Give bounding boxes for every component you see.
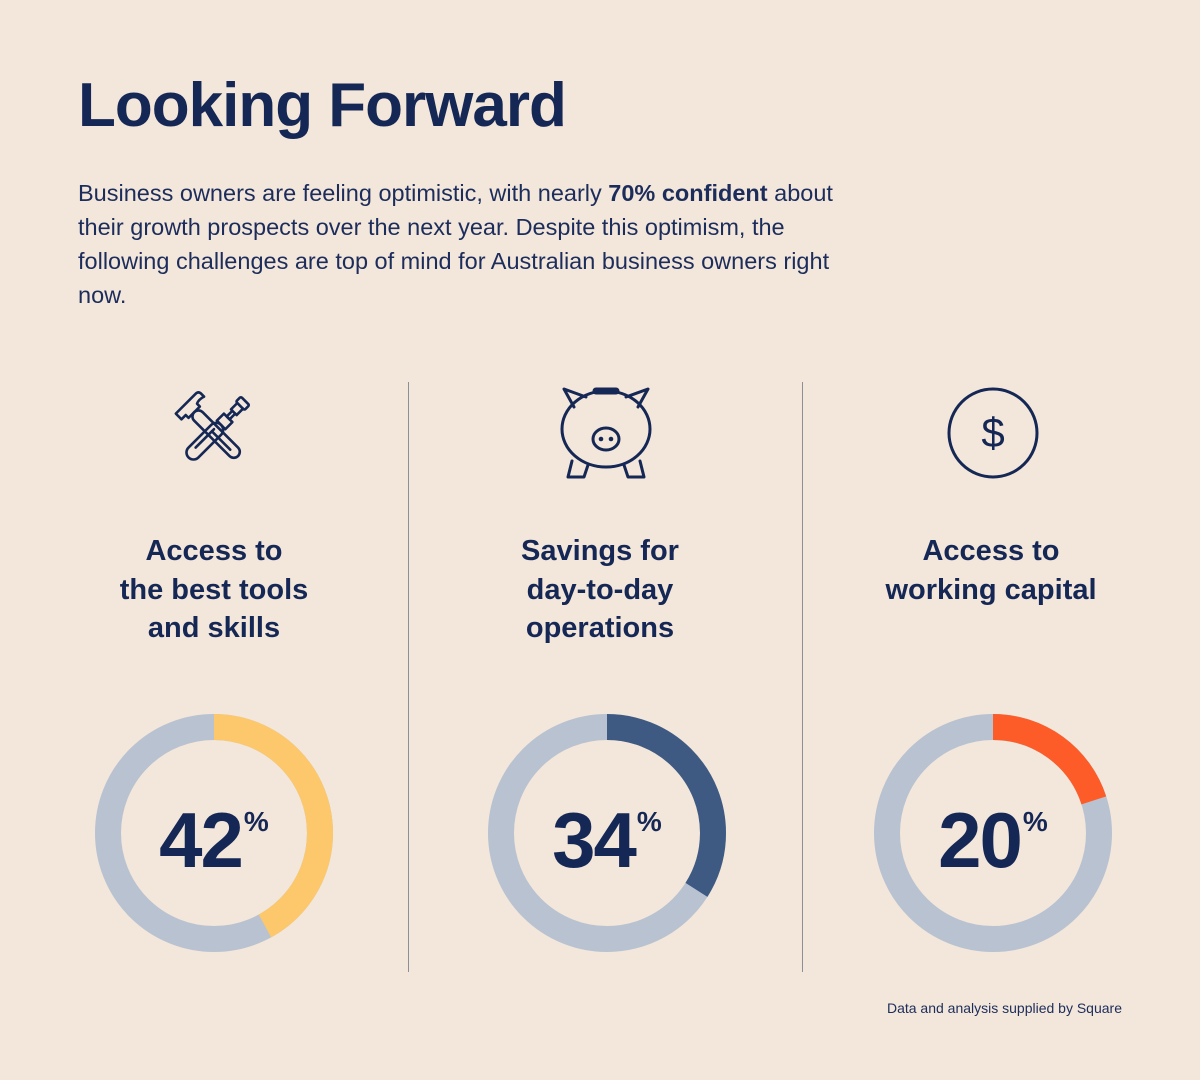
source-note: Data and analysis supplied by Square: [886, 1000, 1122, 1016]
column-divider-1: [408, 382, 409, 972]
percent-label-tools: 42%: [94, 800, 334, 880]
donut-value-arc: [488, 714, 726, 952]
column-divider-2: [802, 382, 803, 972]
svg-text:$: $: [981, 409, 1004, 456]
label-line: Access to: [922, 535, 1060, 567]
label-line: Access to: [145, 535, 283, 567]
percent-label-capital: 20%: [873, 800, 1113, 880]
stat-label-capital: Access to working capital: [841, 532, 1141, 609]
donut-chart-tools: [95, 714, 333, 952]
donut-value-arc: [95, 714, 333, 952]
label-line: operations: [525, 612, 675, 644]
percent-value: 42: [159, 796, 244, 884]
tools-icon: [174, 391, 251, 461]
percent-label-savings: 34%: [487, 800, 727, 880]
stat-label-tools: Access to the best tools and skills: [64, 532, 364, 648]
donut-value-arc: [874, 714, 1112, 952]
percent-sign: %: [636, 806, 662, 837]
label-line: day-to-day: [526, 573, 674, 606]
dollar-icon: $: [947, 387, 1039, 479]
page-title: Looking Forward: [78, 71, 567, 140]
label-line: the best tools: [119, 573, 309, 606]
intro-text-end: about their growth prospects over the ne…: [78, 180, 833, 308]
donut-chart-savings: [488, 714, 726, 952]
label-line: working capital: [885, 573, 1097, 606]
percent-sign: %: [243, 806, 269, 837]
percent-sign: %: [1022, 806, 1048, 837]
intro-text-start: Business owners are feeling optimistic, …: [78, 180, 609, 206]
label-line: and skills: [147, 612, 281, 644]
percent-value: 34: [552, 796, 637, 884]
intro-highlight: 70% confident: [608, 180, 768, 206]
donut-chart-capital: [874, 714, 1112, 952]
stat-label-savings: Savings for day-to-day operations: [450, 532, 750, 648]
label-line: Savings for: [521, 535, 679, 567]
piggy-bank-icon: [560, 387, 652, 479]
percent-value: 20: [938, 796, 1023, 884]
intro-paragraph: Business owners are feeling optimistic, …: [78, 176, 838, 312]
